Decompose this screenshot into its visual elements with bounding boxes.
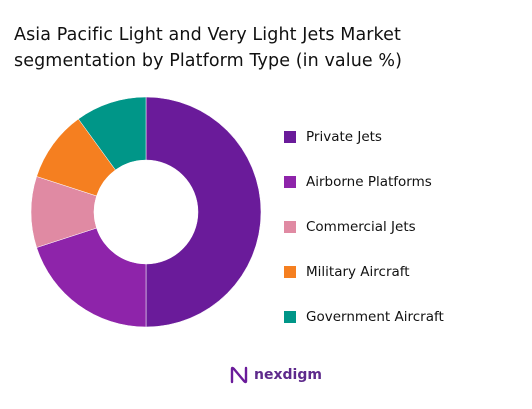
slice-private-jets xyxy=(145,96,262,328)
slice-government-aircraft xyxy=(78,96,147,171)
legend-swatch xyxy=(284,130,296,143)
legend-swatch xyxy=(284,175,296,188)
chart-title: Asia Pacific Light and Very Light Jets M… xyxy=(14,25,403,71)
legend-swatch xyxy=(284,265,296,278)
legend-item-airborne-platforms: Airborne Platforms xyxy=(284,159,444,204)
legend-item-military-aircraft: Military Aircraft xyxy=(284,249,444,294)
legend-label: Commercial Jets xyxy=(306,218,416,235)
legend-label: Military Aircraft xyxy=(306,263,410,280)
legend-item-private-jets: Private Jets xyxy=(284,114,444,159)
brand-name: nexdigm xyxy=(254,367,322,383)
brand-logo: nexdigm xyxy=(230,366,322,384)
legend-item-government-aircraft: Government Aircraft xyxy=(284,294,444,339)
donut-slices xyxy=(30,96,262,328)
legend: Private Jets Airborne Platforms Commercial… xyxy=(284,114,444,339)
legend-label: Private Jets xyxy=(306,128,382,145)
nexdigm-logo-icon xyxy=(230,366,248,384)
legend-label: Government Aircraft xyxy=(306,308,444,325)
legend-label: Airborne Platforms xyxy=(306,173,432,190)
legend-item-commercial-jets: Commercial Jets xyxy=(284,204,444,249)
legend-swatch xyxy=(284,310,296,323)
legend-swatch xyxy=(284,220,296,233)
slice-airborne-platforms xyxy=(36,227,147,328)
